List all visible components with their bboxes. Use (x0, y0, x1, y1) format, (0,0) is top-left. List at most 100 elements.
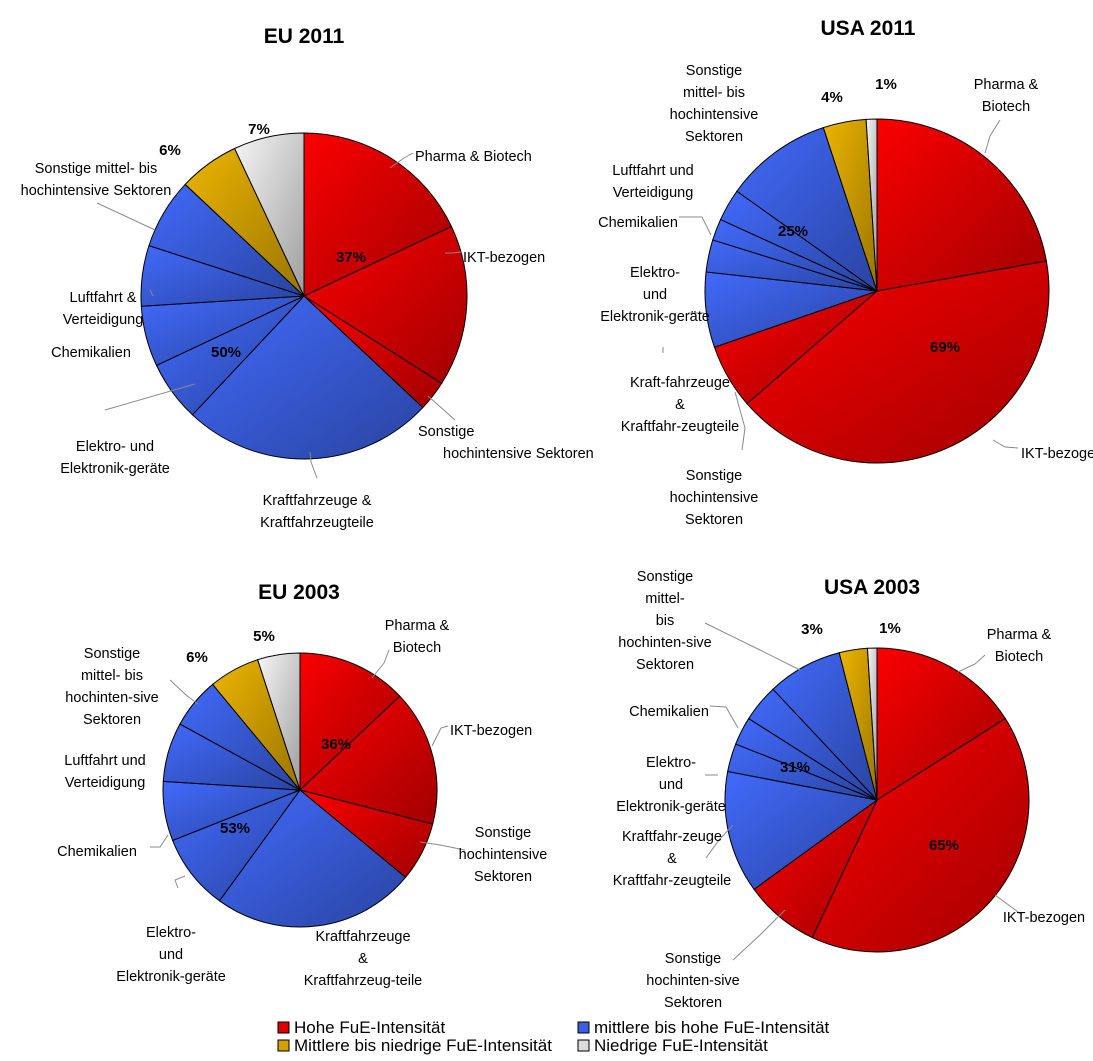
leader-line (994, 894, 1023, 916)
slice-label: hochintensive Sektoren (21, 183, 172, 199)
leader-line (957, 654, 986, 673)
leader-line (427, 395, 456, 421)
leader-line (309, 451, 318, 479)
pie-slice (736, 126, 878, 293)
slice-label: Kraftfahr-zeugteile (621, 419, 739, 435)
pie-chart: EU 2003 Pharma & Biotech IKT-bezogen Sonstig… (57, 581, 547, 989)
slice-label: Elektro- (646, 755, 696, 771)
slice-label: Sektoren (474, 869, 532, 885)
group-percent-label: 5% (253, 628, 275, 645)
group-percent-label: 37% (336, 249, 366, 266)
slice-label: Pharma & (974, 77, 1039, 93)
pie-slice (218, 789, 407, 928)
legend-label: Niedrige FuE-Intensität (594, 1036, 768, 1055)
group-percent-label: 50% (211, 344, 241, 361)
slice-label: hochintensive Sektoren (443, 446, 594, 462)
slice-label: Sonstige (475, 825, 531, 841)
slice-label: Sonstige (637, 569, 693, 585)
leader-line (705, 824, 734, 859)
slice-label: Kraftfahr-zeuge (622, 829, 722, 845)
pie-slice (811, 717, 1030, 953)
leader-line (734, 391, 746, 451)
slice-label: Chemikalien (598, 215, 678, 231)
leader-line (371, 649, 390, 679)
leader-line (704, 622, 801, 671)
slice-label: Kraftfahrzeuge & (263, 493, 372, 509)
slice-label: hochinten-sive (65, 690, 159, 706)
slice-label: und (159, 947, 183, 963)
pie-chart: USA 2011 Pharma & Biotech IKT-bezogen Sonsti… (598, 17, 1093, 528)
slice-label: Pharma & (385, 618, 450, 634)
slice-label: Biotech (393, 640, 441, 656)
chart-title: EU 2003 (258, 581, 340, 604)
pie-slice (191, 295, 424, 460)
slice-label: Kraftfahrzeug-teile (304, 973, 422, 989)
slice-label: Kraft-fahrzeuge (630, 375, 730, 391)
slice-label: Verteidigung (613, 185, 694, 201)
pie-slice (257, 652, 301, 791)
leader-line (984, 119, 1001, 154)
slice-label: Sonstige (665, 951, 721, 967)
pie-slice (876, 647, 1007, 801)
slice-label: Sonstige mittel- bis (35, 161, 158, 177)
group-percent-label: 69% (930, 339, 960, 356)
slice-label: IKT-bezogen (463, 250, 545, 266)
slice-label: & (358, 951, 368, 967)
leader-line (732, 909, 786, 961)
slice-label: und (643, 287, 667, 303)
slice-label: Elektro- und (76, 439, 154, 455)
slice-label: mittel- bis (81, 668, 143, 684)
pie-slice (299, 652, 401, 792)
group-percent-label: 6% (159, 142, 181, 159)
slice-label: Luftfahrt & (70, 290, 137, 306)
slice-label: Sektoren (685, 512, 743, 528)
slice-label: mittel- (645, 591, 685, 607)
leader-line (709, 705, 739, 729)
slice-label: Biotech (982, 99, 1030, 115)
group-percent-label: 25% (778, 223, 808, 240)
slice-label: Elektronik-geräte (616, 799, 726, 815)
group-percent-label: 36% (321, 736, 351, 753)
slice-label: Pharma & (987, 627, 1052, 643)
group-percent-label: 4% (821, 89, 843, 106)
legend-label: Hohe FuE-Intensität (294, 1018, 445, 1037)
slice-label: Kraftfahrzeugteile (260, 515, 374, 531)
leader-line (679, 216, 712, 236)
legend-swatch (577, 1039, 590, 1052)
group-percent-label: 65% (929, 837, 959, 854)
slice-label: Sonstige (418, 424, 474, 440)
slice-label: bis (656, 613, 675, 629)
leader-line (174, 875, 186, 889)
slice-label: Sonstige (686, 63, 742, 79)
slice-label: IKT-bezogen (1021, 446, 1093, 462)
group-percent-label: 7% (248, 121, 270, 138)
pie-slice (746, 260, 1050, 464)
leader-line (104, 383, 196, 411)
slice-label: Kraftfahrzeuge (315, 929, 410, 945)
pie-slice (865, 118, 878, 292)
leader-line (150, 834, 169, 848)
group-percent-label: 6% (186, 649, 208, 666)
slice-label: Sonstige (686, 468, 742, 484)
slice-label: Biotech (995, 649, 1043, 665)
legend-swatch (577, 1021, 590, 1034)
slice-label: hochinten-sive (646, 973, 740, 989)
slice-label: Chemikalien (57, 844, 137, 860)
slice-label: Chemikalien (629, 704, 709, 720)
slice-label: IKT-bezogen (1003, 910, 1085, 926)
pie-slice (303, 132, 453, 297)
leader-line (419, 841, 466, 851)
slice-label: Elektro- (630, 265, 680, 281)
group-percent-label: 1% (875, 76, 897, 93)
group-percent-label: 1% (879, 620, 901, 637)
pie-chart: EU 2011 Pharma & Biotech IKT-bezogen Sonsti… (21, 25, 594, 531)
leader-line (96, 202, 156, 231)
slice-label: Sektoren (636, 657, 694, 673)
slice-label: hochinten-sive (618, 635, 712, 651)
slice-label: Sektoren (664, 995, 722, 1011)
leader-line (169, 679, 199, 705)
slice-label: hochintensive (459, 847, 548, 863)
legend-swatch (277, 1039, 290, 1052)
legend-label: mittlere bis hohe FuE-Intensität (594, 1018, 830, 1037)
